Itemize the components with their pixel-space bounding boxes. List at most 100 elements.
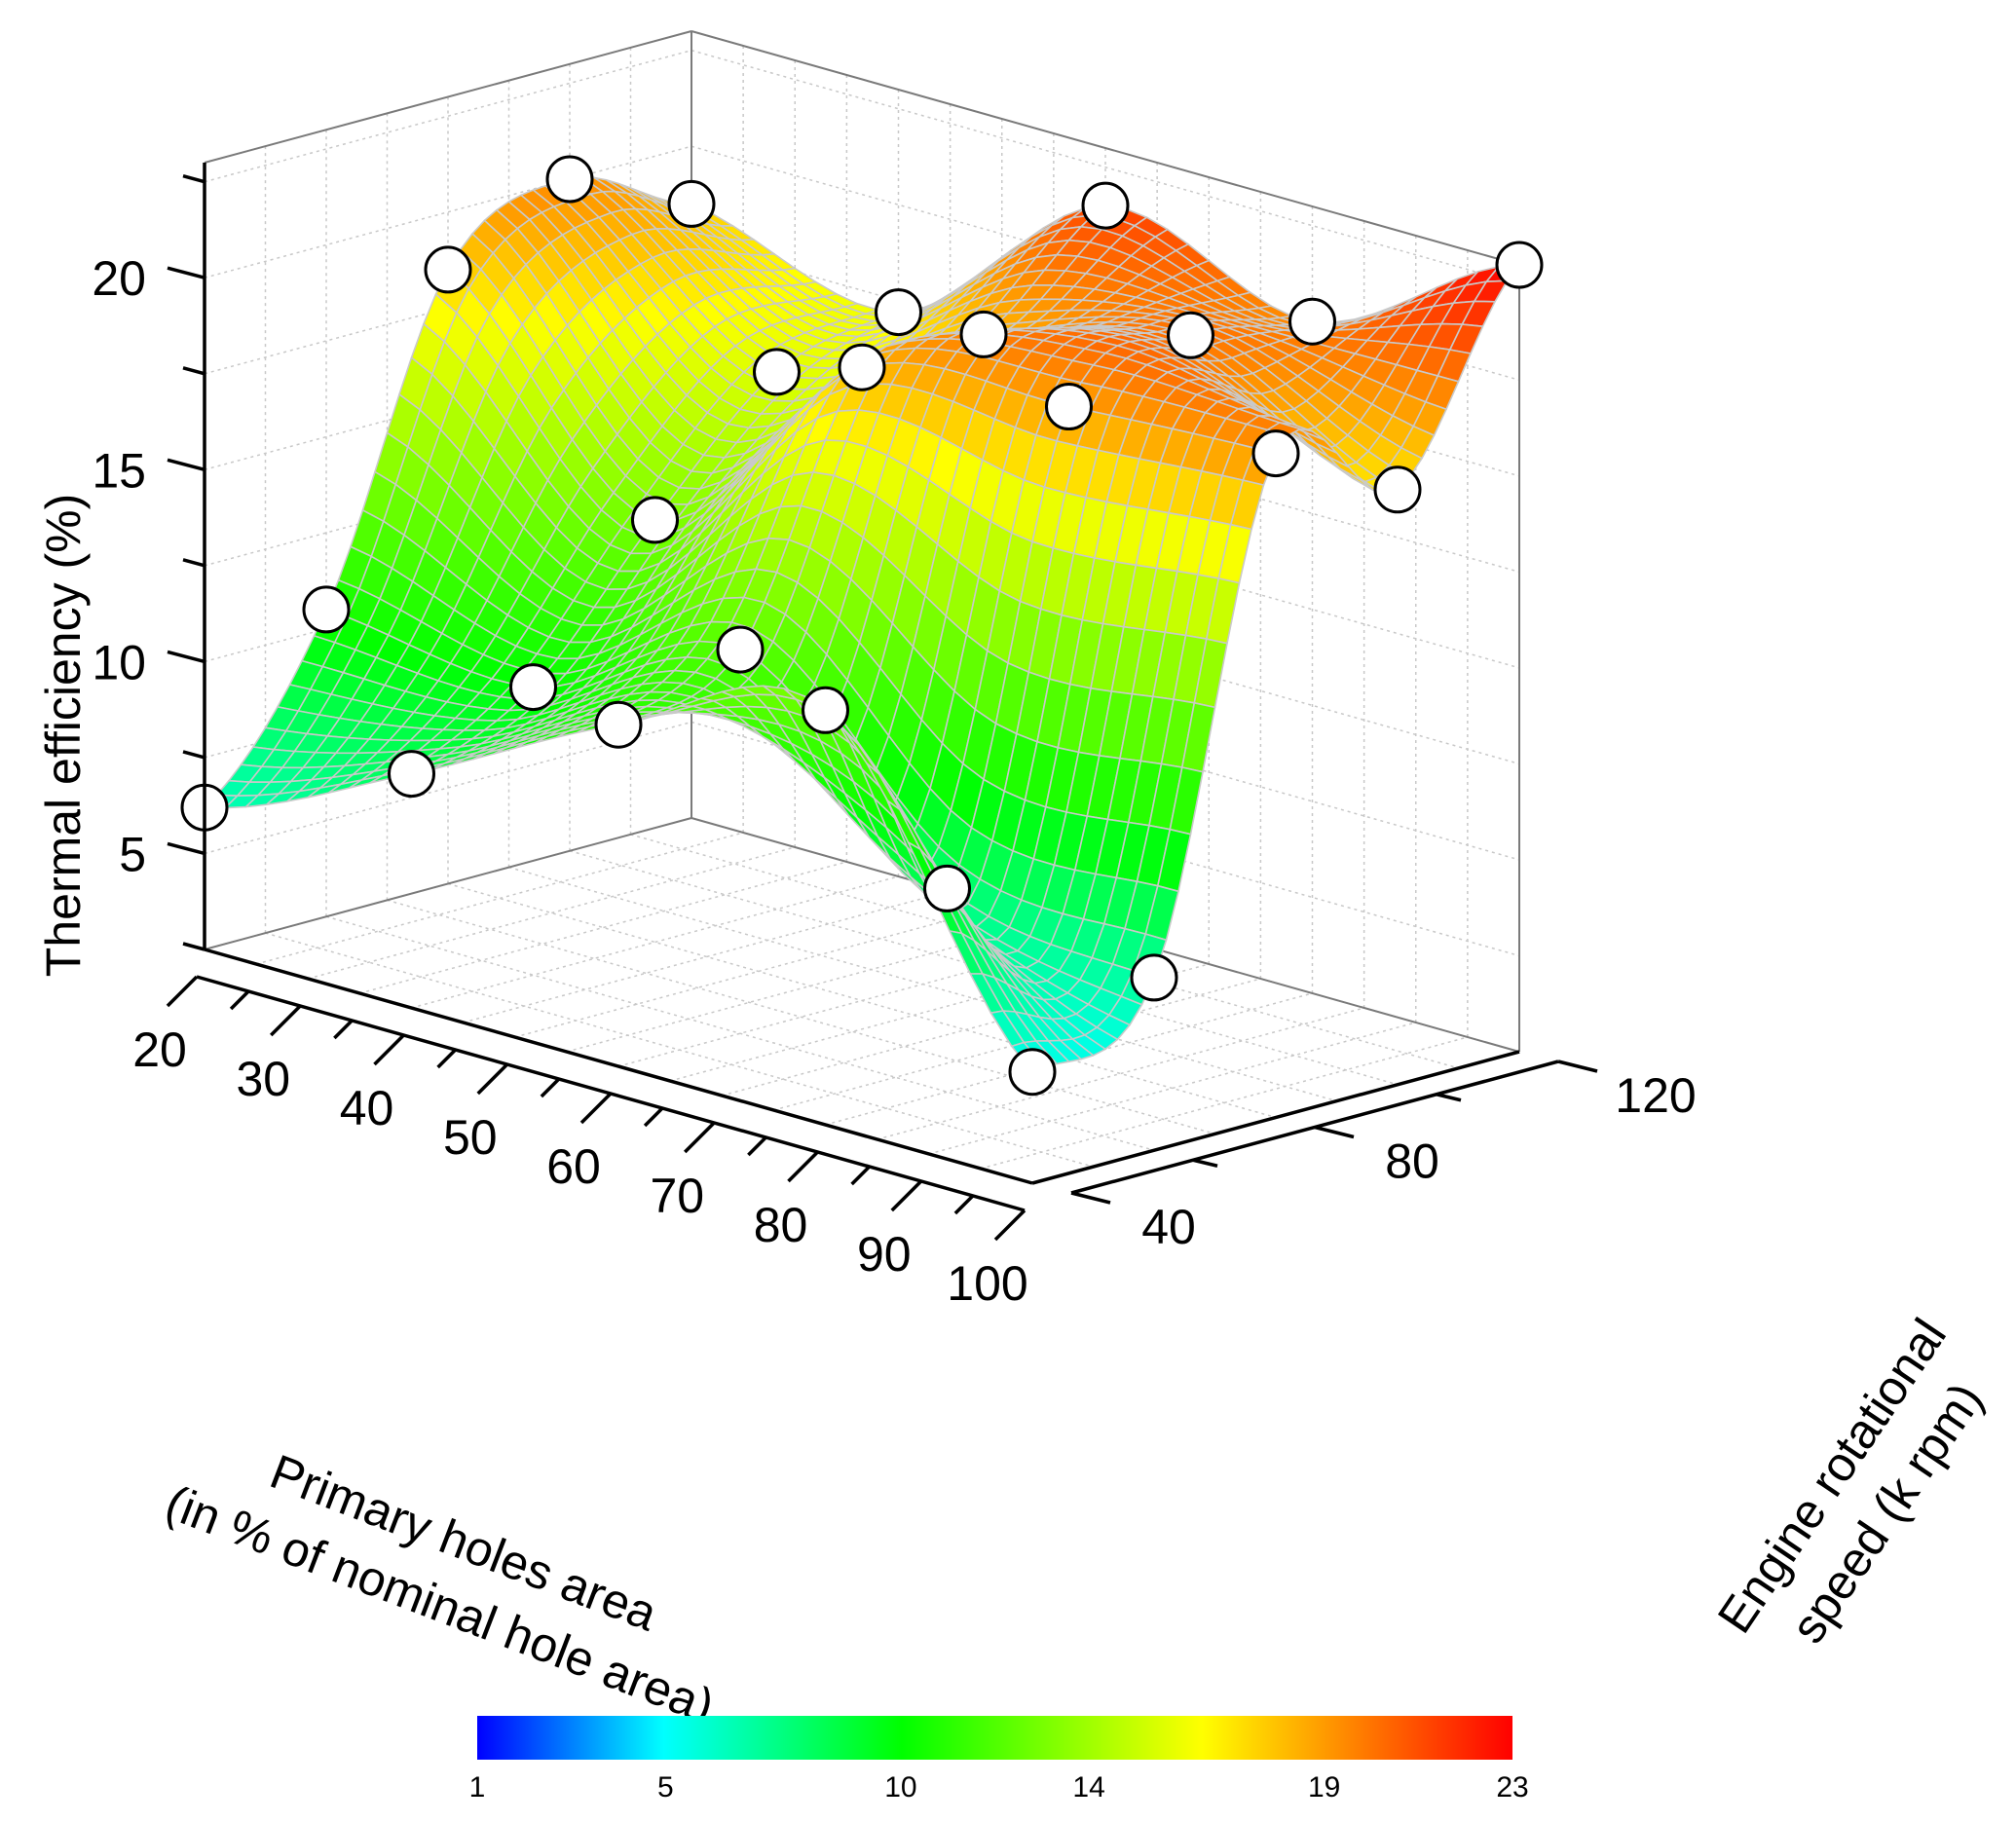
- y-tick: [1070, 1191, 1111, 1205]
- grid-line: [387, 899, 1215, 1135]
- z-minor-tick: [182, 366, 205, 376]
- grid-line: [325, 915, 1155, 1151]
- z-tick: [167, 650, 205, 664]
- data-point: [594, 700, 643, 749]
- x-minor-tick: [850, 1165, 871, 1186]
- data-point: [1130, 953, 1178, 1002]
- data-point: [509, 663, 557, 712]
- z-minor-tick: [182, 750, 205, 760]
- x-tick: [890, 1179, 922, 1212]
- grid-line: [928, 1022, 1416, 1155]
- grid-line: [204, 721, 692, 855]
- x-tick: [684, 1121, 716, 1154]
- x-minor-tick: [540, 1077, 561, 1098]
- z-tick-label: 10: [92, 635, 146, 689]
- data-point: [1251, 429, 1300, 478]
- axes-layer: 20 30 40 50 60 70 80 90 100 40 80 120 5 10 15 20: [92, 163, 1697, 1311]
- y-tick-label: 40: [1141, 1200, 1196, 1254]
- x-tick: [166, 975, 199, 1008]
- x-tick: [787, 1150, 819, 1183]
- x-tick-label: 60: [546, 1139, 601, 1194]
- x-minor-tick: [229, 989, 250, 1011]
- x-minor-tick: [436, 1048, 457, 1069]
- x-tick-label: 90: [857, 1227, 912, 1282]
- floor-front-edge: [204, 948, 1033, 1185]
- z-tick-label: 5: [119, 828, 146, 882]
- x-tick: [579, 1092, 613, 1125]
- frame-edge: [204, 30, 692, 164]
- data-point: [716, 625, 765, 674]
- grid-line: [669, 948, 1158, 1082]
- x-minor-tick: [643, 1106, 664, 1128]
- y-minor-tick: [1436, 1093, 1462, 1102]
- data-point: [545, 155, 594, 204]
- data-point: [1045, 383, 1093, 430]
- data-point: [802, 686, 849, 734]
- y-tick: [1314, 1125, 1355, 1139]
- x-tick-label: 20: [132, 1023, 187, 1077]
- x-axis-label: Primary holes area (in % of nominal hole…: [159, 1444, 722, 1734]
- x-tick-label: 30: [236, 1052, 290, 1106]
- x-tick-label: 50: [443, 1110, 498, 1165]
- y-tick: [1557, 1060, 1598, 1073]
- grid-line: [980, 1036, 1469, 1170]
- grid-line: [508, 866, 1337, 1102]
- x-tick-label: 100: [947, 1256, 1027, 1311]
- colorbar-tick-label: 23: [1496, 1771, 1528, 1803]
- colorbar-tick-label: 14: [1072, 1771, 1104, 1803]
- grid-line: [617, 934, 1106, 1067]
- data-point: [1495, 241, 1544, 289]
- grid-line: [722, 963, 1210, 1097]
- grid-line: [411, 875, 899, 1009]
- y-tick-label: 80: [1385, 1134, 1439, 1189]
- grid-line: [204, 242, 692, 375]
- z-tick: [167, 266, 205, 279]
- y-axis-label: Engine rotational speed (k rpm): [1707, 1309, 1994, 1653]
- y-minor-tick: [1192, 1158, 1218, 1168]
- z-tick: [167, 458, 205, 472]
- grid-line: [773, 978, 1261, 1111]
- grid-line: [691, 49, 1520, 285]
- z-minor-tick: [182, 174, 205, 184]
- x-minor-tick: [747, 1135, 767, 1157]
- data-point: [302, 585, 351, 634]
- data-point: [667, 179, 716, 228]
- colorbar-tick-label: 5: [657, 1771, 674, 1803]
- colorbar-ticks: 1 5 10 14 19 23: [469, 1771, 1529, 1803]
- data-point: [923, 864, 971, 912]
- grid-line: [463, 890, 951, 1023]
- grid-line: [877, 1007, 1364, 1140]
- y-tick-label: 120: [1615, 1068, 1696, 1123]
- grid-line: [359, 861, 847, 994]
- x-minor-tick: [333, 1019, 354, 1040]
- data-point: [959, 310, 1008, 358]
- grid-line: [204, 337, 692, 471]
- z-tick-label: 15: [92, 443, 146, 498]
- data-point: [1008, 1048, 1057, 1097]
- colorbar-tick-label: 10: [884, 1771, 916, 1803]
- x-tick-label: 80: [754, 1198, 808, 1252]
- x-tick-label: 70: [650, 1169, 704, 1223]
- points-layer: [180, 155, 1544, 1097]
- data-point: [1288, 297, 1336, 346]
- colorbar: [477, 1716, 1512, 1760]
- grid-line: [566, 919, 1055, 1053]
- frame-edge: [691, 30, 1520, 266]
- grid-line: [265, 932, 1094, 1168]
- grid-line: [447, 882, 1277, 1119]
- data-point: [388, 750, 435, 799]
- z-tick-label: 20: [92, 251, 146, 306]
- floor-right-edge: [1031, 1050, 1520, 1185]
- data-point: [631, 496, 679, 544]
- grid-line: [308, 846, 796, 980]
- surface-layer: [204, 176, 1520, 1073]
- x-tick: [373, 1033, 405, 1066]
- data-point: [1081, 181, 1130, 230]
- z-tick: [167, 841, 205, 856]
- colorbar-tick-label: 1: [469, 1771, 486, 1803]
- frame-edge: [204, 817, 692, 950]
- x-tick-label: 40: [340, 1081, 394, 1135]
- x-tick: [993, 1208, 1027, 1242]
- z-minor-tick: [182, 558, 205, 568]
